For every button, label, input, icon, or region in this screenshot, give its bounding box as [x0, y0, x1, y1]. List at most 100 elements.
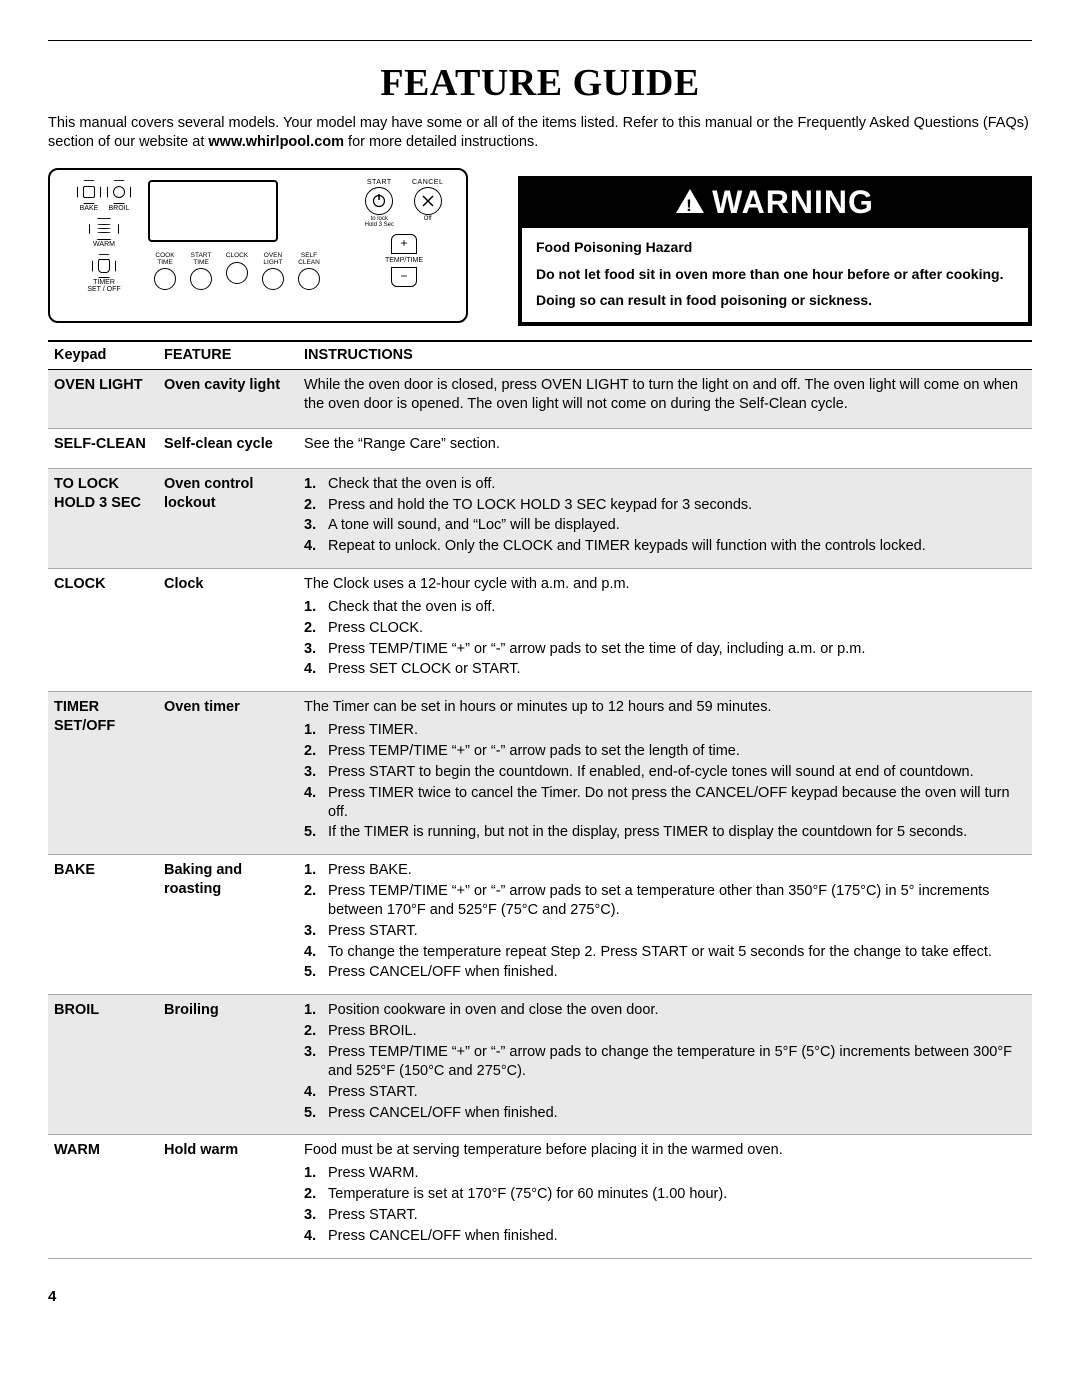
instruction-steps: Press BAKE. Press TEMP/TIME “+” or “-” ar…: [304, 861, 1026, 982]
instruction-step: A tone will sound, and “Loc” will be dis…: [304, 516, 1026, 535]
table-row: CLOCKClock The Clock uses a 12-hour cycle…: [48, 569, 1032, 692]
instruction-step: Press START.: [304, 1083, 1026, 1102]
cell-feature: Self-clean cycle: [158, 428, 298, 468]
cell-feature: Oven control lockout: [158, 468, 298, 568]
panel-mid-label: START TIME: [191, 253, 212, 266]
table-row: OVEN LIGHTOven cavity lightWhile the ove…: [48, 370, 1032, 429]
cell-keypad: TO LOCK HOLD 3 SEC: [48, 468, 158, 568]
top-rule: [48, 40, 1032, 41]
cell-instructions: The Clock uses a 12-hour cycle with a.m.…: [298, 569, 1032, 692]
start-arc: START: [367, 178, 392, 187]
cell-keypad: OVEN LIGHT: [48, 370, 158, 429]
temptime-label: TEMP/TIME: [385, 256, 423, 265]
cell-feature: Oven timer: [158, 692, 298, 855]
table-row: WARMHold warm Food must be at serving tem…: [48, 1135, 1032, 1258]
instruction-step: If the TIMER is running, but not in the …: [304, 823, 1026, 842]
th-feature: FEATURE: [158, 341, 298, 369]
instruction-step: Position cookware in oven and close the …: [304, 1001, 1026, 1020]
warning-line1: Do not let food sit in oven more than on…: [536, 265, 1014, 284]
broil-label: BROIL: [108, 205, 129, 212]
instruction-step: Press BROIL.: [304, 1022, 1026, 1041]
panel-mid-label: COOK TIME: [155, 253, 174, 266]
intro-before: This manual covers several models. Your …: [48, 115, 1029, 150]
cell-feature: Hold warm: [158, 1135, 298, 1258]
instruction-step: Press TEMP/TIME “+” or “-” arrow pads to…: [304, 742, 1026, 761]
instruction-step: Press CANCEL/OFF when finished.: [304, 1104, 1026, 1123]
cell-feature: Broiling: [158, 995, 298, 1135]
warning-hazard: Food Poisoning Hazard: [536, 238, 1014, 257]
cell-instructions: Press BAKE. Press TEMP/TIME “+” or “-” ar…: [298, 855, 1032, 995]
warning-header-text: WARNING: [712, 182, 874, 224]
instruction-step: To change the temperature repeat Step 2.…: [304, 943, 1026, 962]
instruction-pre: While the oven door is closed, press OVE…: [304, 376, 1026, 414]
cell-instructions: The Timer can be set in hours or minutes…: [298, 692, 1032, 855]
warning-triangle-icon: [676, 189, 704, 213]
panel-mid-label: SELF CLEAN: [298, 253, 320, 266]
intro-after: for more detailed instructions.: [344, 134, 538, 150]
cancel-arc: CANCEL: [412, 178, 443, 187]
instruction-step: Press START to begin the countdown. If e…: [304, 763, 1026, 782]
cell-instructions: Food must be at serving temperature befo…: [298, 1135, 1032, 1258]
panel-mid-button: [262, 268, 284, 290]
warning-header: WARNING: [522, 180, 1028, 228]
instruction-steps: Check that the oven is off.Press and hol…: [304, 475, 1026, 556]
instruction-steps: Check that the oven is off. Press CLOCK. P…: [304, 598, 1026, 679]
lock-hint: to lock Hold 3 Sec: [365, 216, 394, 228]
instruction-pre: Food must be at serving temperature befo…: [304, 1141, 1026, 1160]
minus-icon: −: [391, 267, 417, 287]
th-instructions: INSTRUCTIONS: [298, 341, 1032, 369]
table-row: BROILBroilingPosition cookware in oven a…: [48, 995, 1032, 1135]
cell-feature: Oven cavity light: [158, 370, 298, 429]
instruction-steps: Press TIMER. Press TEMP/TIME “+” or “-” a…: [304, 721, 1026, 842]
instruction-pre: The Clock uses a 12-hour cycle with a.m.…: [304, 575, 1026, 594]
cell-feature: Baking and roasting: [158, 855, 298, 995]
instruction-pre: The Timer can be set in hours or minutes…: [304, 698, 1026, 717]
table-row: SELF-CLEANSelf-clean cycle See the “Range…: [48, 428, 1032, 468]
cancel-button-icon: [414, 187, 442, 215]
page-number: 4: [48, 1287, 1032, 1307]
instruction-step: Press TEMP/TIME “+” or “-” arrow pads to…: [304, 1043, 1026, 1081]
cell-instructions: See the “Range Care” section.: [298, 428, 1032, 468]
instruction-step: Check that the oven is off.: [304, 598, 1026, 617]
instruction-steps: Position cookware in oven and close the …: [304, 1001, 1026, 1122]
cell-instructions: Position cookware in oven and close the …: [298, 995, 1032, 1135]
table-row: TO LOCK HOLD 3 SECOven control lockoutCh…: [48, 468, 1032, 568]
instruction-step: Check that the oven is off.: [304, 475, 1026, 494]
instruction-step: Temperature is set at 170°F (75°C) for 6…: [304, 1185, 1026, 1204]
table-row: BAKEBaking and roastingPress BAKE.Press …: [48, 855, 1032, 995]
page-title: FEATURE GUIDE: [48, 59, 1032, 108]
cell-keypad: SELF-CLEAN: [48, 428, 158, 468]
cell-instructions: Check that the oven is off.Press and hol…: [298, 468, 1032, 568]
instruction-step: Press CANCEL/OFF when finished.: [304, 1227, 1026, 1246]
instruction-step: Press WARM.: [304, 1164, 1026, 1183]
start-button-icon: [365, 187, 393, 215]
warning-line2: Doing so can result in food poisoning or…: [536, 291, 1014, 310]
instruction-step: Press SET CLOCK or START.: [304, 660, 1026, 679]
instruction-step: Press START.: [304, 1206, 1026, 1225]
instruction-step: Press TIMER.: [304, 721, 1026, 740]
instruction-step: Press BAKE.: [304, 861, 1026, 880]
table-row: TIMER SET/OFFOven timer The Timer can be …: [48, 692, 1032, 855]
cell-keypad: TIMER SET/OFF: [48, 692, 158, 855]
instruction-step: Press CLOCK.: [304, 619, 1026, 638]
timer-label: TIMER SET / OFF: [87, 279, 120, 293]
cell-keypad: WARM: [48, 1135, 158, 1258]
instruction-step: Press TIMER twice to cancel the Timer. D…: [304, 784, 1026, 822]
bake-label: BAKE: [80, 205, 99, 212]
intro-text: This manual covers several models. Your …: [48, 114, 1032, 152]
cell-keypad: BAKE: [48, 855, 158, 995]
instruction-steps: Press WARM. Temperature is set at 170°F (…: [304, 1164, 1026, 1245]
cell-feature: Clock: [158, 569, 298, 692]
instruction-step: Repeat to unlock. Only the CLOCK and TIM…: [304, 537, 1026, 556]
panel-mid-label: CLOCK: [226, 253, 248, 260]
panel-mid-button: [190, 268, 212, 290]
control-panel-diagram: BAKE BROIL WARM TIMER SET / OFF COO: [48, 168, 478, 323]
cell-keypad: CLOCK: [48, 569, 158, 692]
warm-label: WARM: [93, 241, 115, 248]
panel-mid-button: [154, 268, 176, 290]
display-screen: [148, 180, 278, 242]
feature-table: Keypad FEATURE INSTRUCTIONS OVEN LIGHTOv…: [48, 340, 1032, 1258]
instruction-pre: See the “Range Care” section.: [304, 435, 1026, 454]
instruction-step: Press TEMP/TIME “+” or “-” arrow pads to…: [304, 882, 1026, 920]
panel-mid-label: OVEN LIGHT: [263, 253, 282, 266]
